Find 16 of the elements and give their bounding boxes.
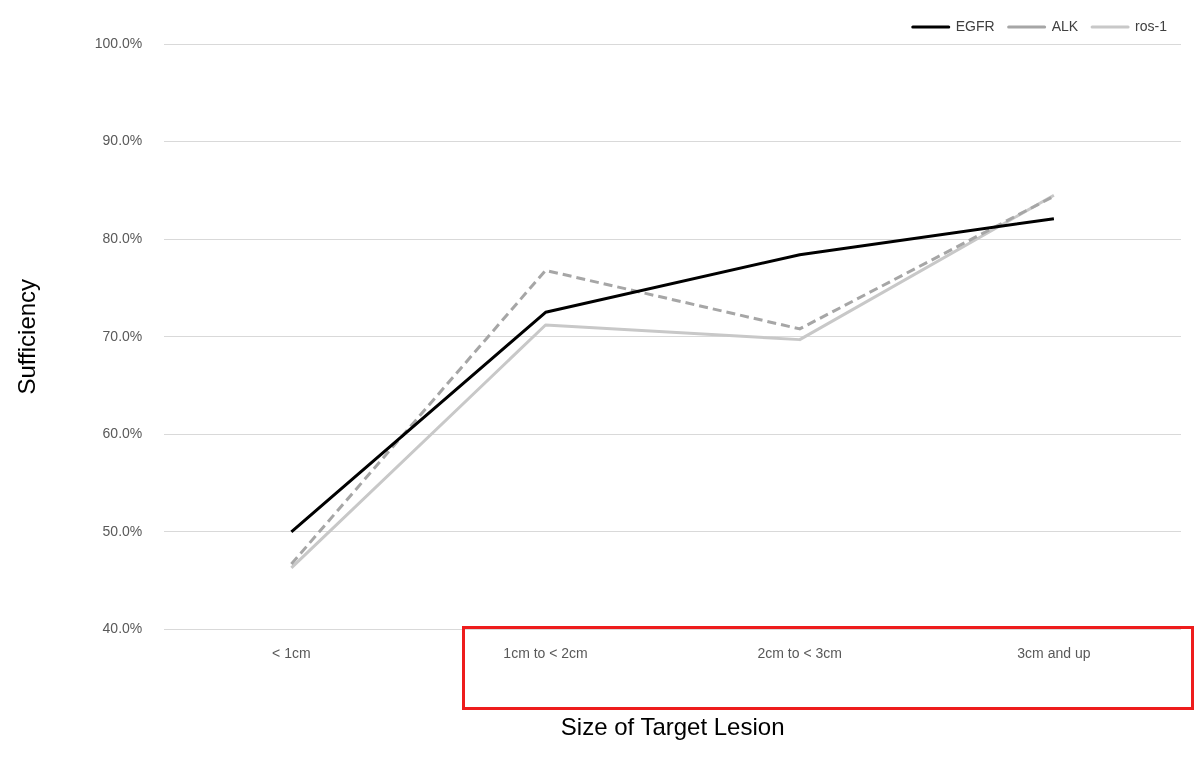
legend-label: ALK [1051, 17, 1079, 34]
y-tick-label: 90.0% [102, 132, 143, 149]
y-tick-label: 100.0% [94, 34, 143, 51]
x-tick-label: < 1cm [272, 644, 311, 661]
legend-label: ros-1 [1135, 17, 1168, 34]
y-axis-title: Sufficiency [13, 278, 41, 395]
x-tick-label: 1cm to < 2cm [503, 644, 588, 661]
x-tick-label: 2cm to < 3cm [757, 644, 842, 661]
x-axis-title: Size of Target Lesion [560, 713, 785, 741]
y-tick-label: 50.0% [102, 522, 143, 539]
legend-label: EGFR [955, 17, 995, 34]
y-tick-label: 80.0% [102, 229, 143, 246]
y-tick-label: 70.0% [102, 327, 143, 344]
y-tick-label: 60.0% [102, 425, 143, 442]
x-tick-label: 3cm and up [1017, 644, 1091, 661]
y-tick-label: 40.0% [102, 620, 143, 637]
